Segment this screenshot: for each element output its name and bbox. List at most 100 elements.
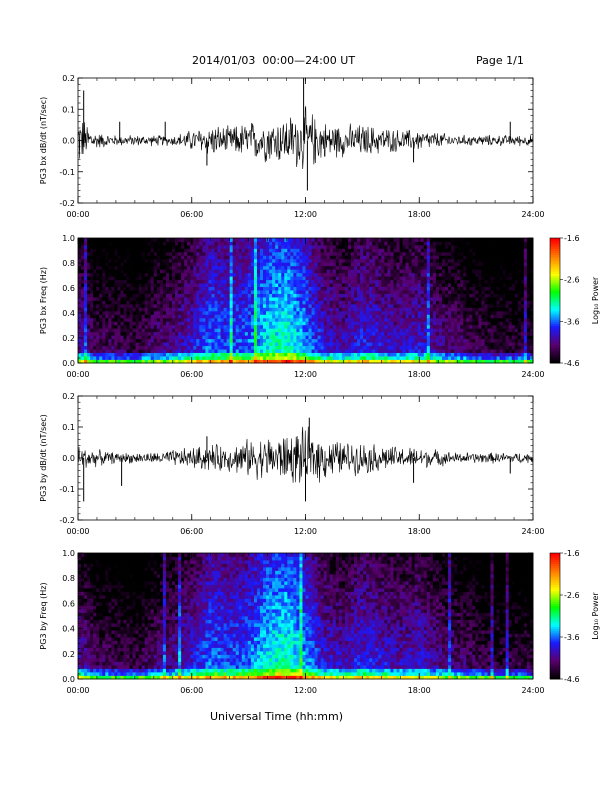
spectrogram-cell	[478, 297, 482, 301]
spectrogram-cell	[390, 248, 394, 253]
spectrogram-cell	[150, 356, 155, 360]
spectrogram-cell	[199, 342, 203, 347]
spectrogram-cell	[457, 321, 461, 326]
spectrogram-cell	[360, 244, 364, 249]
spectrogram-cell	[426, 359, 431, 364]
spectrogram-cell	[320, 331, 325, 336]
spectrogram-cell	[229, 248, 234, 253]
spectrogram-cell	[132, 314, 137, 319]
spectrogram-cell	[460, 328, 464, 333]
spectrogram-cell	[169, 331, 173, 336]
spectrogram-cell	[472, 248, 476, 253]
spectrogram-cell	[235, 255, 240, 260]
spectrogram-cell	[175, 286, 179, 291]
spectrogram-cell	[184, 331, 188, 336]
spectrogram-cell	[344, 342, 349, 347]
spectrogram-cell	[305, 324, 309, 329]
spectrogram-cell	[448, 321, 452, 326]
spectrogram-cell	[193, 356, 197, 360]
spectrogram-cell	[199, 300, 203, 305]
spectrogram-cell	[326, 335, 331, 340]
spectrogram-cell	[123, 324, 127, 329]
spectrogram-cell	[187, 352, 191, 357]
spectrogram-cell	[432, 317, 437, 322]
spectrogram-cell	[429, 300, 434, 305]
spectrogram-cell	[90, 345, 94, 350]
spectrogram-cell	[405, 335, 410, 340]
spectrogram-cell	[399, 359, 403, 364]
spectrogram-cell	[220, 244, 224, 249]
spectrogram-cell	[338, 251, 343, 256]
spectrogram-cell	[317, 324, 322, 329]
spectrogram-cell	[378, 283, 382, 288]
spectrogram-cell	[378, 290, 382, 294]
spectrogram-cell	[442, 244, 446, 249]
spectrogram-cell	[175, 359, 179, 364]
spectrogram-cell	[287, 324, 291, 329]
spectrogram-cell	[457, 297, 461, 301]
spectrogram-cell	[293, 300, 297, 305]
spectrogram-cell	[196, 255, 200, 260]
spectrogram-cell	[150, 258, 155, 263]
spectrogram-cell	[256, 244, 261, 249]
spectrogram-cell	[369, 286, 373, 291]
spectrogram-cell	[263, 283, 267, 288]
spectrogram-cell	[357, 290, 361, 294]
spectrogram-cell	[314, 262, 319, 267]
spectrogram-cell	[165, 307, 170, 312]
spectrogram-cell	[184, 297, 188, 301]
spectrogram-cell	[393, 293, 397, 298]
spectrogram-cell	[117, 356, 121, 360]
spectrogram-cell	[448, 293, 452, 298]
spectrogram-cell	[387, 356, 391, 360]
spectrogram-cell	[414, 297, 419, 301]
spectrogram-cell	[105, 328, 109, 333]
spectrogram-cell	[429, 286, 434, 291]
spectrogram-cell	[414, 276, 419, 281]
spectrogram-cell	[235, 321, 240, 326]
spectrogram-cell	[438, 342, 443, 347]
spectrogram-cell	[244, 356, 249, 360]
spectrogram-cell	[399, 248, 403, 253]
spectrogram-cell	[411, 255, 416, 260]
spectrogram-cell	[329, 324, 334, 329]
spectrogram-cell	[241, 248, 246, 253]
spectrogram-cell	[435, 248, 440, 253]
spectrogram-cell	[305, 255, 309, 260]
spectrogram-cell	[256, 255, 261, 260]
spectrogram-cell	[390, 241, 394, 246]
spectrogram-cell	[302, 251, 306, 256]
spectrogram-cell	[414, 279, 419, 284]
spectrogram-cell	[432, 272, 437, 277]
spectrogram-cell	[448, 279, 452, 284]
spectrogram-cell	[250, 272, 255, 277]
spectrogram-cell	[487, 331, 491, 336]
spectrogram-cell	[308, 293, 312, 298]
spectrogram-cell	[332, 352, 337, 357]
spectrogram-cell	[196, 241, 200, 246]
spectrogram-cell	[335, 290, 340, 294]
spectrogram-cell	[111, 248, 115, 253]
spectrogram-cell	[150, 342, 155, 347]
spectrogram-cell	[323, 310, 328, 315]
spectrogram-cell	[381, 321, 385, 326]
spectrogram-cell	[302, 258, 306, 263]
spectrogram-cell	[454, 286, 458, 291]
spectrogram-cell	[217, 265, 221, 270]
spectrogram-cell	[475, 338, 479, 343]
spectrogram-cell	[399, 345, 403, 350]
spectrogram-cell	[156, 248, 161, 253]
spectrogram-cell	[399, 321, 403, 326]
spectrogram-cell	[169, 342, 173, 347]
spectrogram-cell	[87, 272, 91, 277]
spectrogram-cell	[211, 241, 215, 246]
spectrogram-cell	[408, 262, 413, 267]
spectrogram-cell	[120, 300, 124, 305]
spectrogram-cell	[384, 349, 388, 353]
spectrogram-cell	[256, 338, 261, 343]
spectrogram-cell	[341, 265, 346, 270]
spectrogram-cell	[226, 328, 231, 333]
spectrogram-cell	[448, 324, 452, 329]
spectrogram-cell	[247, 335, 252, 340]
spectrogram-cell	[102, 345, 106, 350]
